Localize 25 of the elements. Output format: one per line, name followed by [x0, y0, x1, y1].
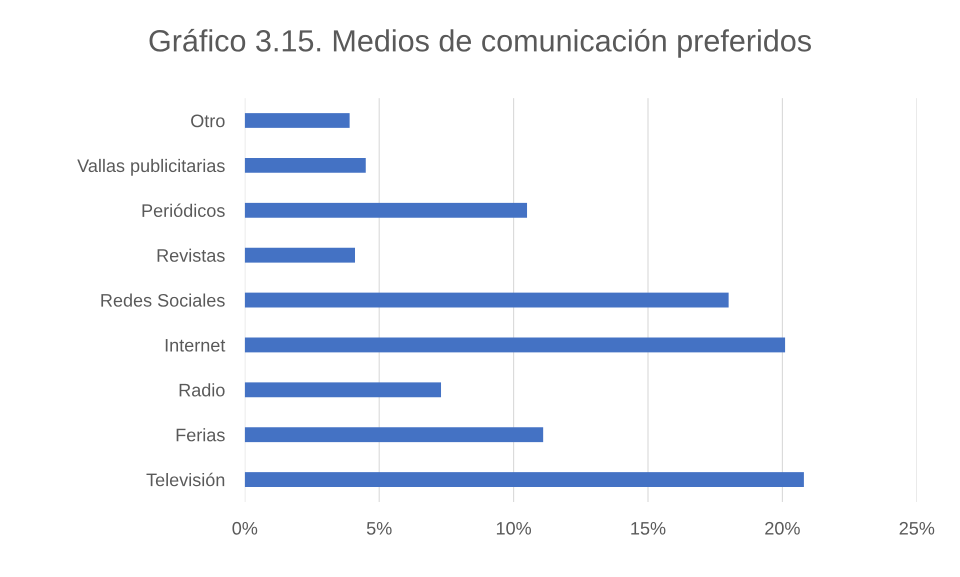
y-tick-label: Radio: [180, 383, 225, 397]
bar: [244, 427, 544, 442]
x-tick-label: 10%: [496, 522, 532, 535]
bar: [244, 292, 729, 308]
x-tick-label: 5%: [366, 522, 392, 535]
y-tick-label: Redes Sociales: [101, 294, 225, 307]
y-tick-label: Vallas publicitarias: [77, 158, 225, 176]
bar: [244, 248, 356, 263]
y-tick-label: Televisión: [146, 472, 224, 486]
x-tick-label: 20%: [765, 522, 800, 535]
y-tick-label: Internet: [166, 339, 226, 352]
bar: [244, 338, 786, 352]
chart-title: Gráfico 3.15. Medios de comunicación preferidos: [150, 28, 811, 58]
y-tick-label: Revistas: [158, 248, 225, 262]
x-tick-label: 0%: [232, 522, 258, 535]
bar: [244, 202, 528, 218]
y-tick-label: Otro: [191, 114, 225, 128]
x-tick-label: 15%: [631, 522, 666, 535]
bar: [244, 382, 442, 398]
bar: [244, 113, 350, 128]
y-tick-label: Periódicos: [142, 204, 225, 218]
x-tick-label: 25%: [900, 522, 934, 535]
bar: [244, 472, 804, 487]
y-tick-label: Ferias: [176, 428, 225, 442]
bar: [244, 158, 366, 173]
